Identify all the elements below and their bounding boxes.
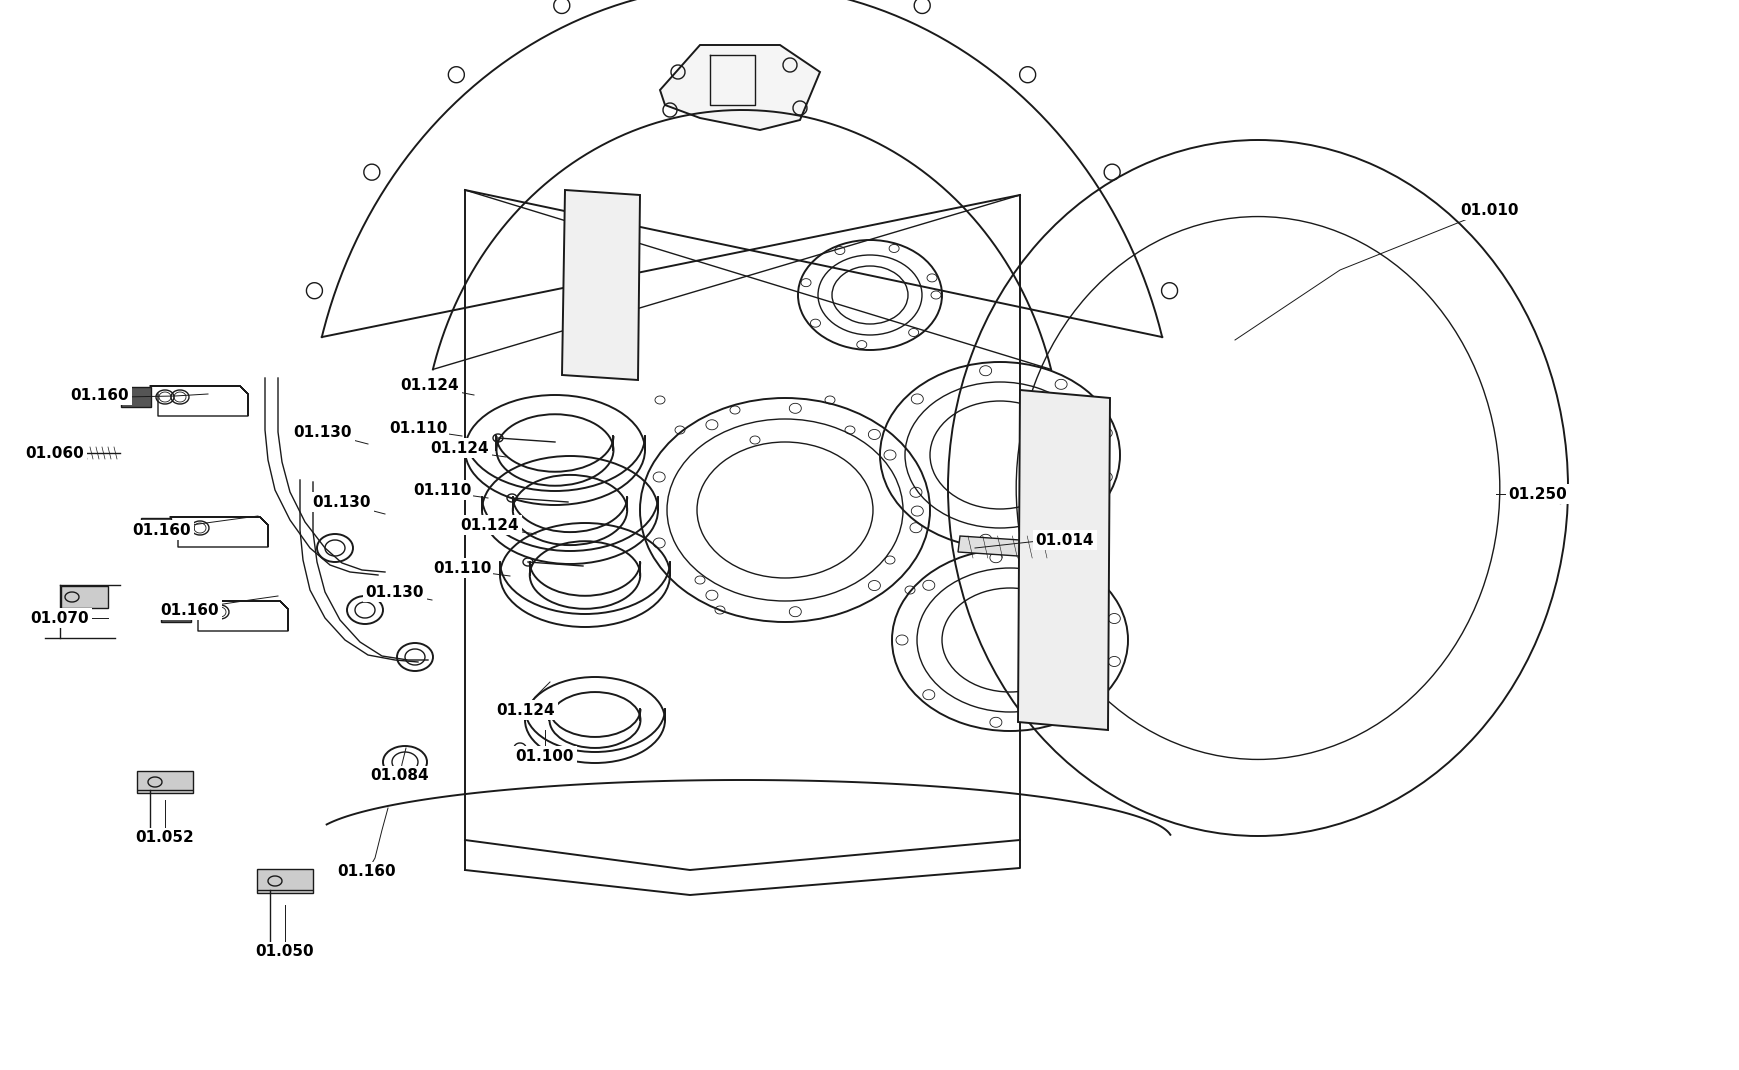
Polygon shape bbox=[659, 45, 819, 129]
Polygon shape bbox=[958, 536, 1049, 557]
Text: 01.130: 01.130 bbox=[365, 584, 424, 599]
Text: 01.124: 01.124 bbox=[461, 518, 518, 533]
Text: 01.050: 01.050 bbox=[256, 945, 315, 960]
Text: 01.160: 01.160 bbox=[132, 522, 191, 537]
Text: 01.084: 01.084 bbox=[370, 768, 430, 783]
Text: 01.130: 01.130 bbox=[294, 425, 351, 440]
Text: 01.052: 01.052 bbox=[136, 830, 195, 845]
FancyBboxPatch shape bbox=[61, 586, 108, 608]
Text: 01.100: 01.100 bbox=[515, 749, 574, 764]
Text: 01.110: 01.110 bbox=[433, 561, 490, 576]
Text: 01.110: 01.110 bbox=[412, 483, 471, 498]
Polygon shape bbox=[190, 601, 289, 631]
Text: 01.124: 01.124 bbox=[431, 441, 489, 456]
FancyBboxPatch shape bbox=[137, 771, 193, 793]
Polygon shape bbox=[1017, 389, 1109, 730]
Text: 01.110: 01.110 bbox=[388, 421, 447, 435]
FancyBboxPatch shape bbox=[162, 602, 191, 622]
Text: 01.124: 01.124 bbox=[496, 703, 555, 718]
Polygon shape bbox=[150, 386, 249, 416]
Text: 01.160: 01.160 bbox=[337, 865, 396, 880]
FancyBboxPatch shape bbox=[257, 869, 313, 893]
Text: 01.130: 01.130 bbox=[313, 494, 370, 509]
Text: 01.250: 01.250 bbox=[1508, 487, 1567, 502]
Text: 01.070: 01.070 bbox=[31, 611, 89, 626]
Text: 01.160: 01.160 bbox=[71, 387, 129, 402]
Polygon shape bbox=[170, 517, 268, 547]
FancyBboxPatch shape bbox=[141, 518, 170, 538]
Text: 01.060: 01.060 bbox=[26, 445, 83, 460]
Text: 01.014: 01.014 bbox=[1035, 533, 1094, 548]
Text: 01.010: 01.010 bbox=[1461, 202, 1518, 217]
FancyBboxPatch shape bbox=[122, 387, 151, 407]
Text: 01.160: 01.160 bbox=[160, 602, 219, 617]
Polygon shape bbox=[562, 190, 640, 380]
Text: 01.124: 01.124 bbox=[400, 378, 459, 393]
